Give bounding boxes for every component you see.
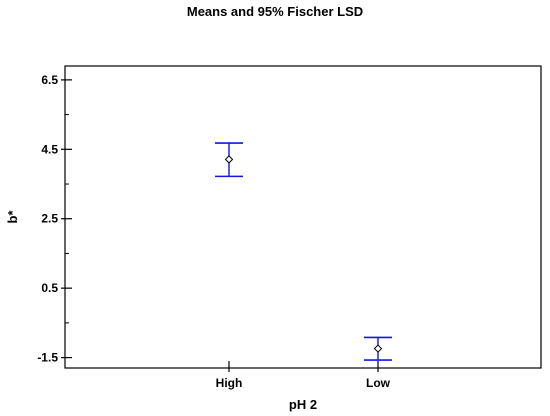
y-tick-label: 2.5 [41, 212, 58, 226]
chart-title: Means and 95% Fischer LSD [186, 4, 364, 19]
y-axis-title: b* [5, 210, 20, 224]
x-tick-label: High [216, 376, 243, 390]
y-tick-label: -1.5 [37, 351, 58, 365]
x-axis-title: pH 2 [289, 397, 317, 412]
x-tick-label: Low [366, 376, 391, 390]
x-axis: High Low [216, 361, 391, 390]
y-tick-label: 4.5 [41, 142, 58, 156]
plot-frame [64, 65, 542, 369]
mean-marker [224, 155, 234, 164]
y-axis: -1.5 0.5 2.5 4.5 6.5 [37, 73, 72, 365]
mean-marker [373, 344, 383, 353]
mean-interval-series [215, 142, 392, 361]
y-tick-label: 0.5 [41, 281, 58, 295]
y-tick-label: 6.5 [41, 73, 58, 87]
